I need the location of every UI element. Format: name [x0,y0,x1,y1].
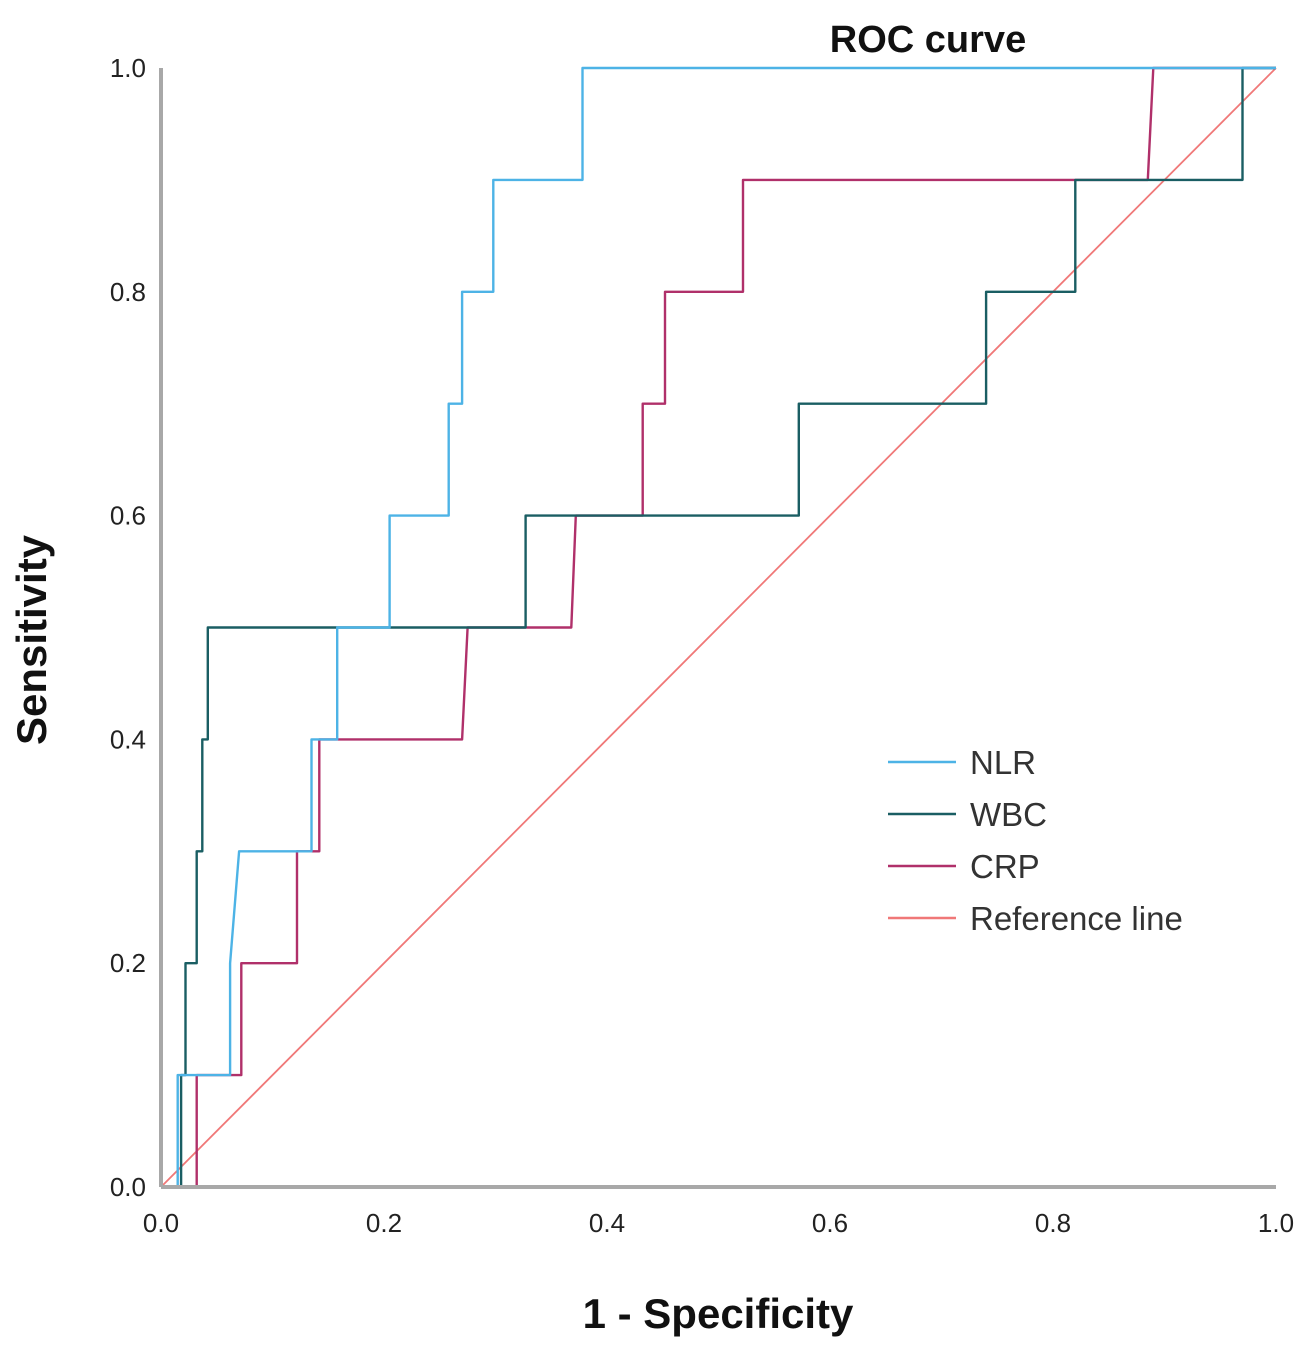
x-axis-title: 1 - Specificity [583,1290,854,1337]
x-tick-labels: 0.0 0.2 0.4 0.6 0.8 1.0 [143,1208,1294,1238]
x-tick-label: 1.0 [1258,1208,1294,1238]
legend-label-nlr: NLR [970,744,1036,781]
y-tick-label: 0.6 [110,501,146,531]
y-tick-label: 1.0 [110,53,146,83]
series-line-reference-line [160,67,1277,1188]
y-tick-label: 0.2 [110,948,146,978]
legend-label-reference-line: Reference line [970,900,1183,937]
x-tick-label: 0.8 [1035,1208,1071,1238]
chart-title: ROC curve [830,19,1026,61]
x-tick-label: 0.0 [143,1208,179,1238]
y-tick-label: 0.0 [110,1172,146,1202]
series-line-nlr [161,66,1276,1189]
x-tick-label: 0.2 [366,1208,402,1238]
plot-area [160,66,1277,1189]
legend-label-crp: CRP [970,848,1040,885]
y-tick-labels: 0.0 0.2 0.4 0.6 0.8 1.0 [110,53,146,1202]
x-tick-label: 0.4 [589,1208,625,1238]
x-tick-label: 0.6 [812,1208,848,1238]
legend-label-wbc: WBC [970,796,1047,833]
y-tick-label: 0.8 [110,277,146,307]
y-axis-title: Sensitivity [8,534,55,745]
y-tick-label: 0.4 [110,724,146,754]
legend: NLR WBC CRP Reference line [888,744,1183,937]
